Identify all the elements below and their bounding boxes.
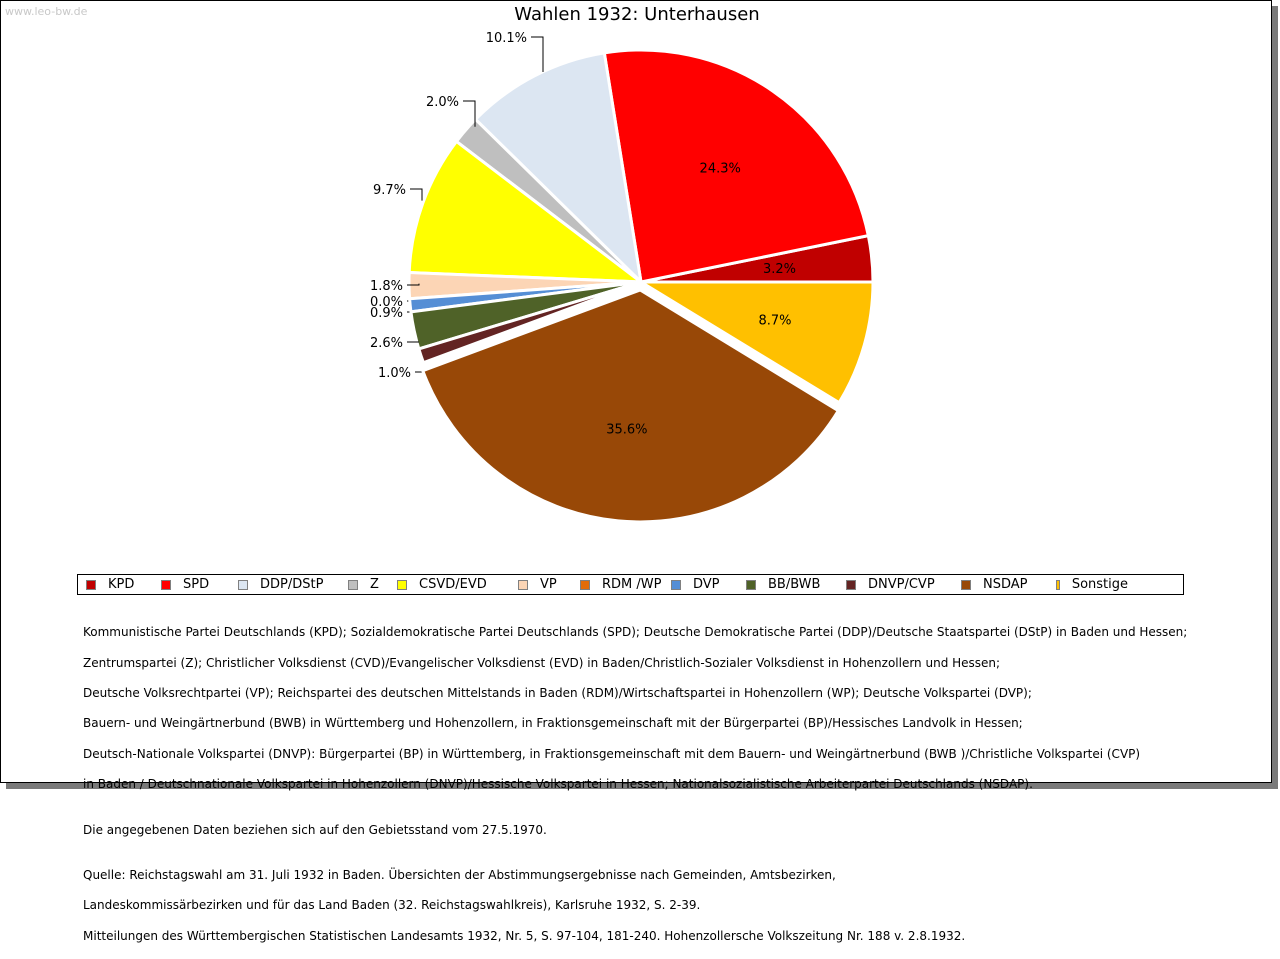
legend-item-vp: VP <box>510 577 572 592</box>
legend-item-kpd: KPD <box>78 577 153 592</box>
legend-swatch-rdm-wp <box>580 579 590 590</box>
legend-item-bb-bwb: BB/BWB <box>738 577 838 592</box>
legend-label-rdm-wp: RDM /WP <box>602 577 662 592</box>
notes-territory: Die angegebenen Daten beziehen sich auf … <box>83 822 547 837</box>
legend-swatch-kpd <box>86 579 96 590</box>
legend-swatch-z <box>348 579 358 590</box>
legend-item-dnvp-cvp: DNVP/CVP <box>838 577 953 592</box>
notes-source-line-3: Mitteilungen des Württembergischen Stati… <box>83 928 966 943</box>
pie-slice-sonstige <box>635 280 875 405</box>
pie-leader-csvd-evd <box>410 188 423 201</box>
chart-frame: www.leo-bw.de Wahlen 1932: Unterhausen 3… <box>0 0 1272 943</box>
legend-item-z: Z <box>340 577 389 592</box>
pie-label-csvd-evd: 9.7% <box>373 183 406 198</box>
notes-source-line-1: Quelle: Reichstagswahl am 31. Juli 1932 … <box>83 868 836 883</box>
legend-swatch-dvp <box>671 579 681 590</box>
legend-item-nsdap: NSDAP <box>953 577 1048 592</box>
legend-label-ddp-dstp: DDP/DStP <box>260 577 324 592</box>
pie-chart: 3.2% 24.3% 10.1% 2.0% 9.7% 1.8%0.0%0.9% 2.6% 1.… <box>370 31 875 524</box>
legend-label-spd: SPD <box>183 577 210 592</box>
legend-item-dvp: DVP <box>663 577 738 592</box>
pie-label-dvp: 0.9% <box>370 306 403 321</box>
pie-leader-z <box>463 100 476 127</box>
legend-swatch-sonstige <box>1056 579 1060 590</box>
pie-slice-spd <box>602 48 871 284</box>
pie-slice-nsdap <box>420 288 841 524</box>
legend-item-csvd-evd: CSVD/EVD <box>389 577 510 592</box>
legend-label-dvp: DVP <box>693 577 720 592</box>
legend-label-nsdap: NSDAP <box>983 577 1028 592</box>
legend-swatch-ddp-dstp <box>238 579 248 590</box>
chart-title: Wahlen 1932: Unterhausen <box>514 4 760 25</box>
legend-label-sonstige: Sonstige <box>1071 577 1128 592</box>
pie-label-vp: 1.8% <box>370 279 403 294</box>
pie-slice-dnvp-cvp <box>416 280 642 365</box>
pie-label-z: 2.0% <box>426 95 459 110</box>
legend-label-vp: VP <box>540 577 557 592</box>
pie-label-dnvp-cvp: 1.0% <box>378 366 411 381</box>
pie-leader-vp <box>407 283 420 286</box>
pie-leader-ddp-dstp <box>531 36 544 73</box>
pie-label-sonstige: 8.7% <box>759 314 792 329</box>
pie-label-ddp-dstp: 10.1% <box>486 31 527 46</box>
legend-item-ddp-dstp: DDP/DStP <box>230 577 340 592</box>
notes-party-line-2: Zentrumspartei (Z); Christlicher Volksdi… <box>83 655 1001 670</box>
legend-swatch-nsdap <box>961 579 971 590</box>
notes-party-line-5: Deutsch-Nationale Volkspartei (DNVP): Bü… <box>83 746 1141 761</box>
legend-label-kpd: KPD <box>108 577 135 592</box>
legend-item-rdm-wp: RDM /WP <box>572 577 663 592</box>
legend-label-csvd-evd: CSVD/EVD <box>419 577 487 592</box>
legend-label-z: Z <box>370 577 379 592</box>
pie-slice-ddp-dstp <box>473 51 644 287</box>
notes-source-line-2: Landeskommissärbezirken und für das Land… <box>83 898 701 913</box>
notes-party-line-3: Deutsche Volksrechtpartei (VP); Reichspa… <box>83 686 1032 701</box>
pie-label-rdm-wp: 0.0% <box>370 295 403 310</box>
legend-label-dnvp-cvp: DNVP/CVP <box>868 577 935 592</box>
legend: KPD SPD DDP/DStP Z CSVD/EVD VP RDM /WP DVP BB/BW… <box>77 574 1184 595</box>
notes: Kommunistische Partei Deutschlands (KPD)… <box>83 610 1203 959</box>
legend-label-bb-bwb: BB/BWB <box>768 577 821 592</box>
legend-swatch-bb-bwb <box>746 579 756 590</box>
notes-party-line-4: Bauern- und Weingärtnerbund (BWB) in Wür… <box>83 716 1023 731</box>
legend-swatch-spd <box>161 579 171 590</box>
pie-label-nsdap: 35.6% <box>606 423 647 438</box>
notes-party-line-6: in Baden / Deutschnationale Volkspartei … <box>83 777 1033 792</box>
notes-party-line-1: Kommunistische Partei Deutschlands (KPD)… <box>83 625 1188 640</box>
legend-item-spd: SPD <box>153 577 230 592</box>
pie-label-bb-bwb: 2.6% <box>370 336 403 351</box>
legend-swatch-vp <box>518 579 528 590</box>
legend-swatch-dnvp-cvp <box>846 579 856 590</box>
pie-label-spd: 24.3% <box>700 162 741 177</box>
legend-swatch-csvd-evd <box>397 579 407 590</box>
watermark: www.leo-bw.de <box>5 5 88 18</box>
pie-slice-csvd-evd <box>407 139 646 284</box>
legend-item-sonstige: Sonstige <box>1048 577 1128 592</box>
pie-label-kpd: 3.2% <box>763 262 796 277</box>
